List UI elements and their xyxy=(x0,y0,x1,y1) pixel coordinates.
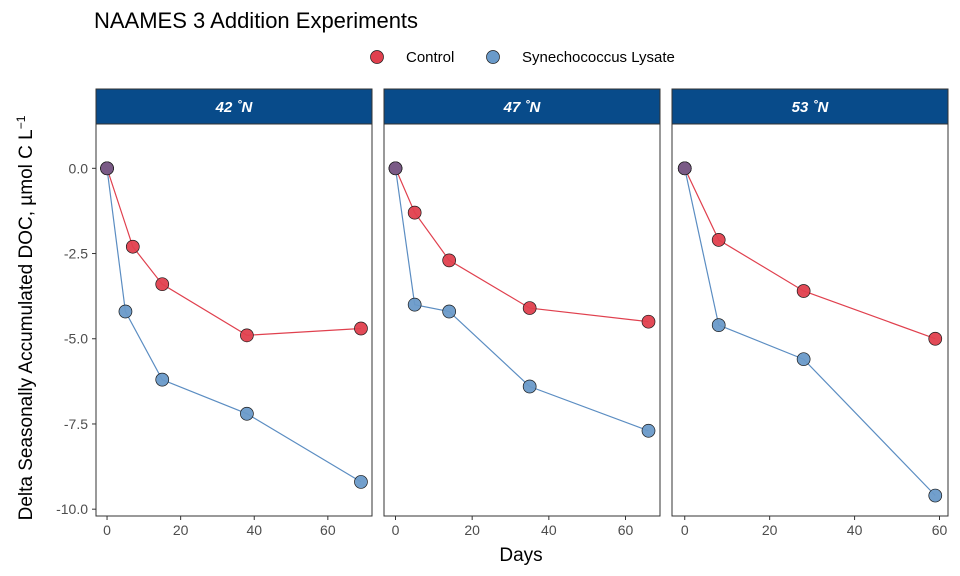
data-point-origin xyxy=(388,161,403,176)
data-point-control xyxy=(522,301,537,315)
panel-strip xyxy=(95,88,373,125)
data-point-lysate xyxy=(641,423,656,438)
data-point-lysate xyxy=(711,318,726,332)
x-tick-label: 40 xyxy=(847,522,863,538)
data-point-control xyxy=(641,314,656,329)
data-point-lysate xyxy=(354,475,368,489)
panel-strip-label: 47 ˚N xyxy=(503,99,542,116)
data-point-lysate xyxy=(442,304,457,319)
x-tick-label: 60 xyxy=(932,522,948,538)
legend-control-label: Control xyxy=(406,49,454,66)
data-point-lysate xyxy=(118,304,133,319)
x-tick-label: 20 xyxy=(464,522,480,538)
x-tick-label: 20 xyxy=(762,522,778,538)
x-tick-label: 40 xyxy=(541,522,557,538)
data-point-control xyxy=(711,233,726,247)
data-point-control xyxy=(155,277,170,292)
x-tick-label: 0 xyxy=(103,522,111,538)
panel-strip xyxy=(671,88,949,125)
facet-panels: 42 ˚N 0 20 40 60 0.0 -2.5 -5.0 -7.5 -10.0 47 ˚N 0 20… xyxy=(56,88,949,538)
data-point-origin xyxy=(677,161,692,176)
panel-1: 42 ˚N 0 20 40 60 0.0 -2.5 -5.0 -7.5 -10.0 xyxy=(56,88,373,538)
y-tick-label: -10.0 xyxy=(56,501,88,517)
panel-3: 53 ˚N 0 20 40 60 xyxy=(671,88,949,538)
x-tick-label: 60 xyxy=(618,522,634,538)
legend: Control Synechococcus Lysate xyxy=(370,49,675,66)
data-point-control xyxy=(407,205,422,220)
legend-control-marker xyxy=(370,50,384,64)
data-point-lysate xyxy=(407,297,422,312)
y-axis-title: Delta Seasonally Accumulated DOC, µmol C… xyxy=(14,115,37,520)
x-tick-label: 40 xyxy=(246,522,262,538)
y-tick-label: -7.5 xyxy=(64,416,88,432)
data-point-origin xyxy=(100,161,114,176)
panel-frame xyxy=(383,123,661,517)
data-point-control xyxy=(354,321,368,336)
data-point-lysate xyxy=(155,372,170,387)
panel-strip-label: 53 ˚N xyxy=(792,99,830,116)
legend-lysate-label: Synechococcus Lysate xyxy=(522,49,675,66)
y-axis-title-superscript: −1 xyxy=(14,115,28,129)
x-tick-label: 0 xyxy=(681,522,689,538)
y-axis-title-text: Delta Seasonally Accumulated DOC, µmol C… xyxy=(16,129,37,520)
data-point-lysate xyxy=(796,352,811,367)
y-tick-label: 0.0 xyxy=(69,160,89,176)
data-point-control xyxy=(240,328,254,343)
series-line-lysate xyxy=(684,168,936,496)
data-point-lysate xyxy=(240,406,254,421)
x-tick-label: 60 xyxy=(320,522,336,538)
panel-2: 47 ˚N 0 20 40 60 xyxy=(383,88,661,538)
data-point-lysate xyxy=(522,379,537,394)
x-tick-label: 0 xyxy=(392,522,400,538)
x-axis-title: Days xyxy=(499,545,542,566)
panel-frame xyxy=(671,123,949,517)
series-line-control xyxy=(684,168,936,340)
data-point-control xyxy=(125,239,140,254)
x-tick-label: 20 xyxy=(173,522,189,538)
chart-title: NAAMES 3 Addition Experiments xyxy=(94,8,418,33)
y-tick-label: -2.5 xyxy=(64,246,88,262)
panel-frame xyxy=(95,123,373,517)
data-point-control xyxy=(928,331,943,346)
y-tick-label: -5.0 xyxy=(64,331,88,347)
data-point-control xyxy=(442,253,457,268)
panel-strip-label: 42 ˚N xyxy=(215,99,254,116)
data-point-control xyxy=(796,284,811,298)
panel-strip xyxy=(383,88,661,125)
data-point-lysate xyxy=(928,488,943,503)
legend-lysate-marker xyxy=(486,50,500,64)
